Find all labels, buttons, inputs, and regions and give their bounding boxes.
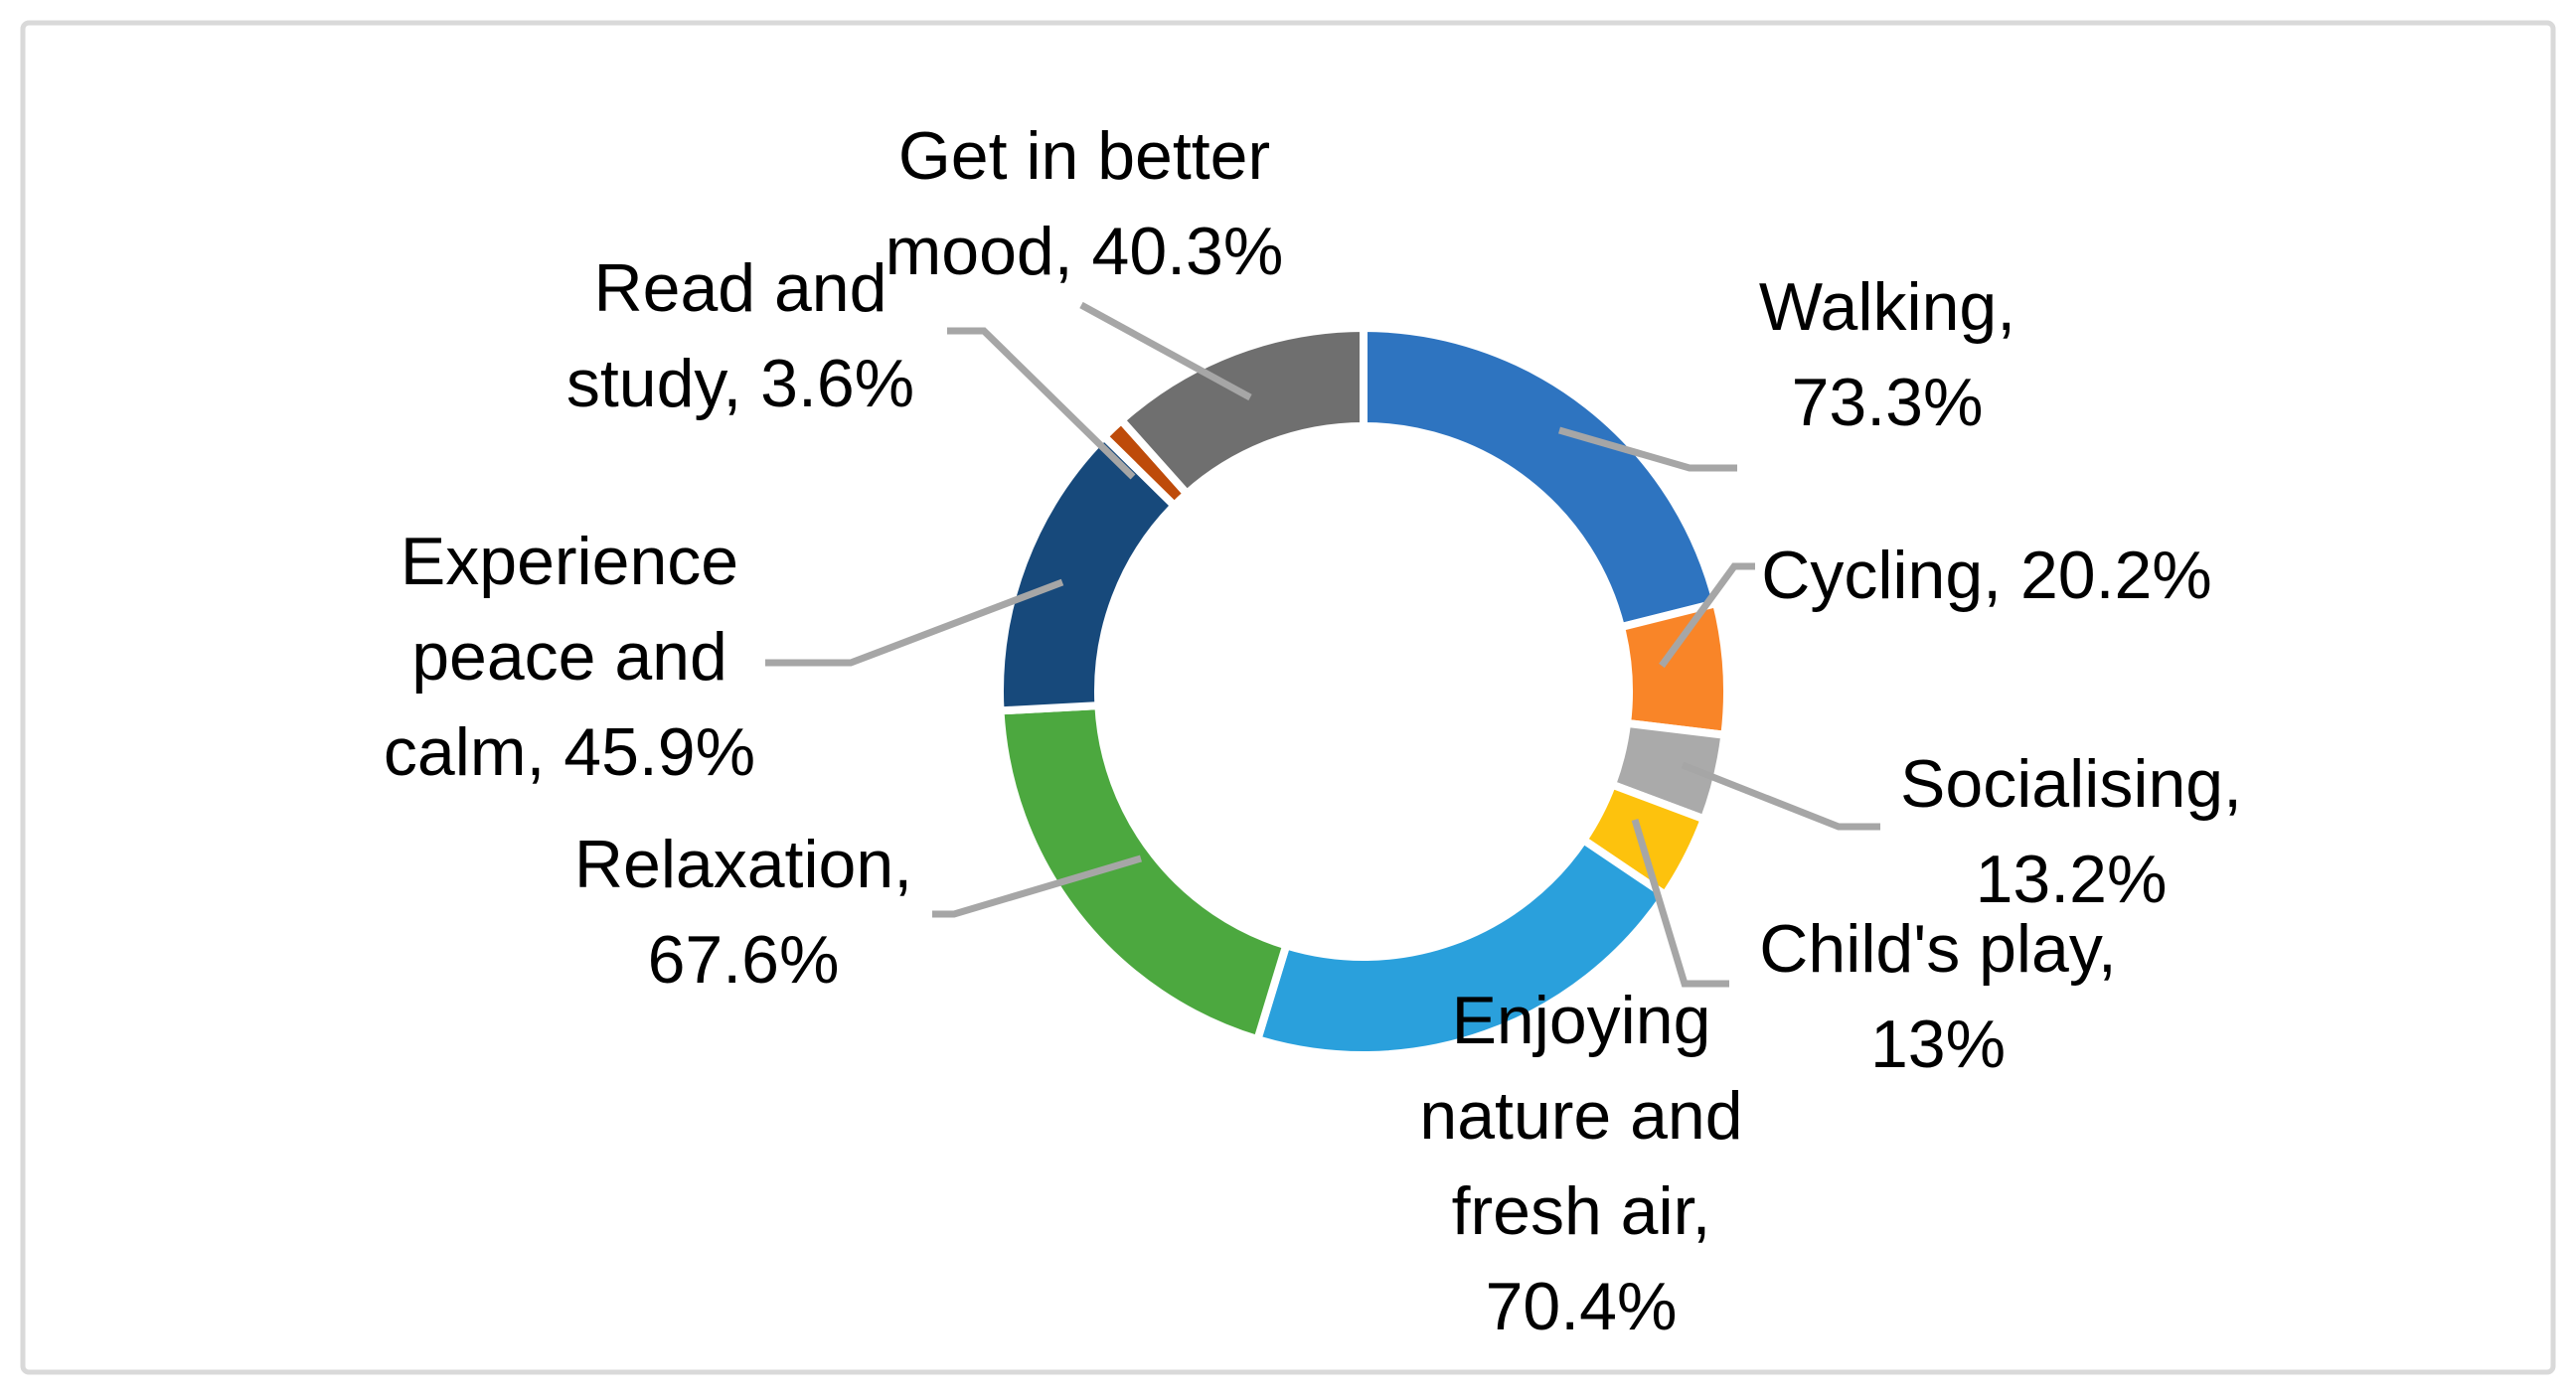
slice-cycling[interactable] — [1616, 598, 1732, 740]
label-enjoying-nature-and-fresh-air: Enjoying nature and fresh air, 70.4% — [1419, 983, 1742, 1344]
label-get-in-better-mood: Get in better mood, 40.3% — [886, 118, 1284, 289]
label-walking: Walking, 73.3% — [1759, 269, 2015, 440]
leader-line-relaxation — [932, 854, 1142, 918]
label-socialising: Socialising, 13.2% — [1900, 746, 2242, 917]
slice-enjoying-nature-and-fresh-air[interactable] — [1252, 834, 1671, 1059]
leader-line-experience-peace-and-calm — [765, 578, 1064, 667]
label-experience-peace-and-calm: Experience peace and calm, 45.9% — [384, 524, 755, 790]
label-cycling: Cycling, 20.2% — [1761, 538, 2212, 613]
leader-line-cycling — [1659, 562, 1755, 669]
leader-line-walking — [1558, 426, 1737, 472]
leader-line-child-s-play — [1631, 818, 1729, 988]
leader-lines — [765, 301, 1880, 988]
donut-slices — [996, 323, 1732, 1059]
label-relaxation: Relaxation, 67.6% — [574, 827, 912, 998]
leader-line-socialising — [1681, 761, 1880, 831]
label-read-and-study: Read and study, 3.6% — [566, 250, 914, 421]
label-child-s-play: Child's play, 13% — [1759, 911, 2116, 1082]
slice-relaxation[interactable] — [996, 700, 1292, 1045]
figure-border — [20, 20, 2556, 1375]
leader-line-read-and-study — [947, 327, 1136, 480]
slice-get-in-better-mood[interactable] — [1115, 323, 1368, 500]
leader-line-get-in-better-mood — [1079, 301, 1252, 401]
data-labels: Walking, 73.3% Cycling, 20.2% Socialising, 1… — [384, 118, 2242, 1344]
